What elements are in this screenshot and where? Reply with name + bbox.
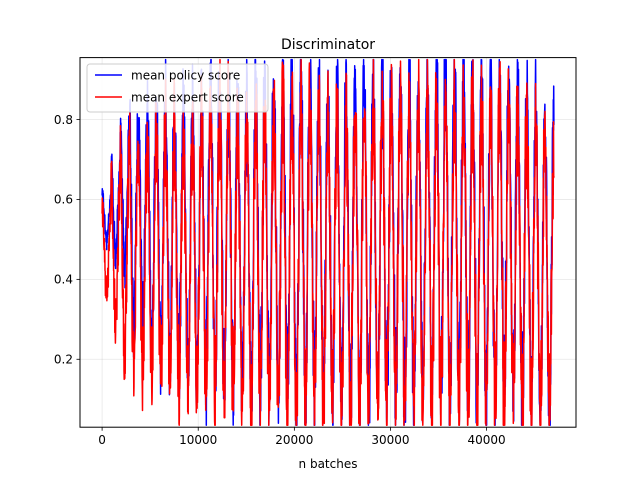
legend-box [86, 63, 269, 113]
plot-area [101, 58, 555, 426]
legend: mean policy score mean expert score [86, 63, 269, 113]
x-tick-label: 0 [98, 433, 106, 447]
x-axis: 0 10000 20000 30000 40000 [98, 427, 506, 447]
x-tick-label: 30000 [371, 433, 409, 447]
x-axis-label: n batches [299, 457, 358, 471]
x-tick-label: 40000 [468, 433, 506, 447]
legend-label-policy: mean policy score [131, 69, 240, 83]
y-axis: 0.2 0.4 0.6 0.8 [54, 113, 80, 367]
y-tick-label: 0.2 [54, 353, 73, 367]
series-line-expert [101, 58, 555, 426]
x-tick-label: 10000 [179, 433, 217, 447]
axes-frame [79, 57, 577, 428]
y-tick-label: 0.4 [54, 273, 73, 287]
y-tick-label: 0.8 [54, 113, 73, 127]
x-tick-label: 20000 [275, 433, 313, 447]
legend-label-expert: mean expert score [131, 91, 244, 105]
y-tick-label: 0.6 [54, 193, 73, 207]
chart-title: Discriminator [281, 37, 375, 53]
